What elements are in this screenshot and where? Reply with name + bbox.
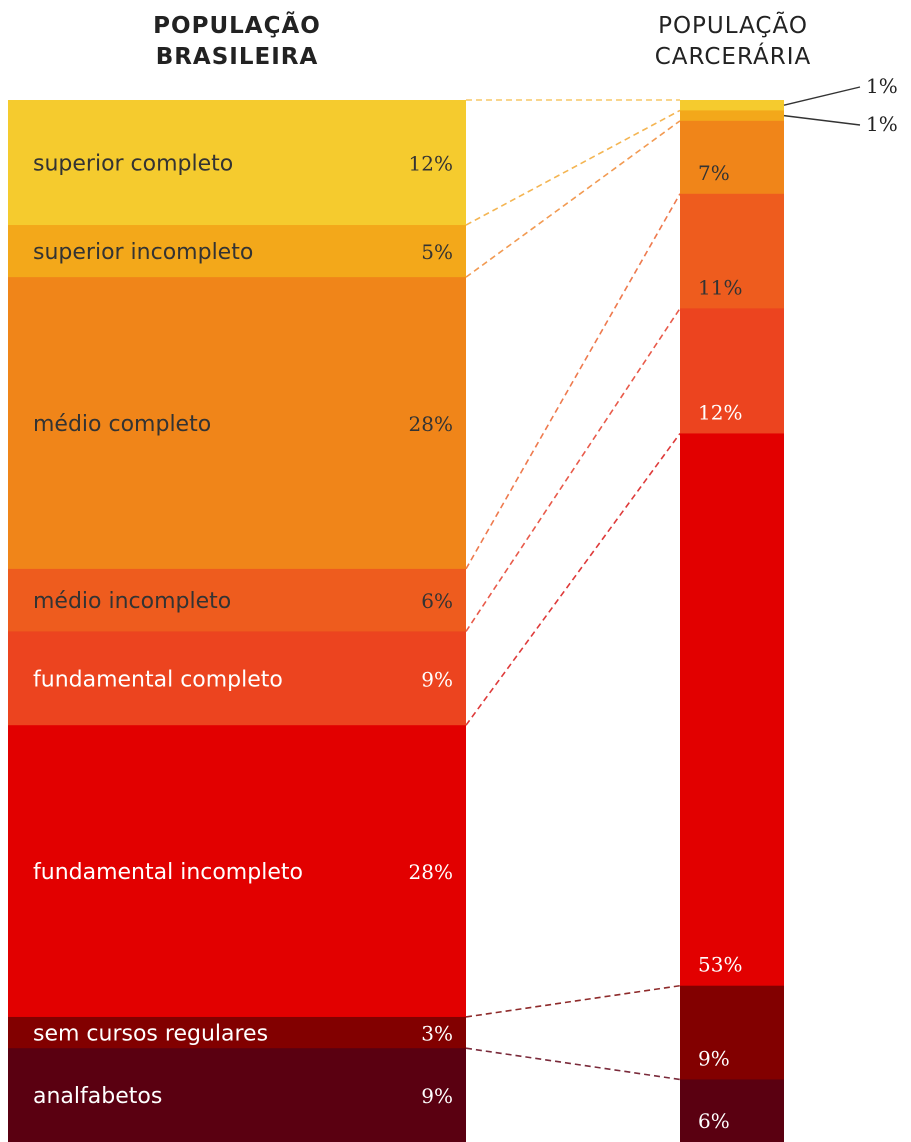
right-value-label-fundamental-completo: 12% — [698, 400, 742, 424]
category-label-sem-cursos-regulares: sem cursos regulares — [33, 1022, 268, 1047]
right-segment-medio-incompleto — [680, 193, 784, 309]
connector-line-7 — [465, 1047, 681, 1081]
right-column-title-line-2: CARCERÁRIA — [655, 42, 812, 70]
right-segment-sem-cursos-regulares — [680, 985, 784, 1080]
connector-line-2 — [465, 120, 681, 278]
right-value-label-fundamental-incompleto: 53% — [698, 953, 742, 977]
connector-line-1 — [465, 109, 681, 226]
right-segment-medio-completo — [680, 120, 784, 195]
left-segment-analfabetos — [8, 1048, 466, 1142]
right-value-label-medio-completo: 7% — [698, 161, 730, 185]
left-column-title-line-2: BRASILEIRA — [156, 44, 319, 70]
left-value-label-medio-incompleto: 6% — [421, 589, 453, 613]
segment-labels: superior completo 12% superior incompleto 5… — [33, 74, 898, 1133]
left-segment-medio-incompleto — [8, 568, 466, 632]
column-titles: POPULAÇÃO BRASILEIRA POPULAÇÃO CARCERÁRI… — [153, 11, 812, 70]
callout-line-superior-completo — [783, 86, 861, 106]
category-label-superior-completo: superior completo — [33, 152, 233, 177]
callout-line-superior-incompleto — [783, 114, 861, 126]
right-stacked-bar — [680, 100, 784, 1142]
left-value-label-sem-cursos-regulares: 3% — [421, 1022, 453, 1046]
left-segment-superior-completo — [8, 100, 466, 226]
left-value-label-fundamental-completo: 9% — [421, 667, 453, 691]
right-value-label-superior-completo: 1% — [866, 74, 898, 98]
left-value-label-superior-completo: 12% — [409, 152, 453, 176]
right-column-title-line-1: POPULAÇÃO — [658, 11, 808, 39]
category-label-medio-completo: médio completo — [33, 412, 211, 437]
left-segment-medio-completo — [8, 277, 466, 570]
connector-lines — [465, 99, 681, 1081]
left-segment-superior-incompleto — [8, 225, 466, 278]
left-value-label-superior-incompleto: 5% — [421, 240, 453, 264]
connector-line-3 — [465, 193, 681, 570]
connector-line-4 — [465, 307, 681, 632]
left-value-label-fundamental-incompleto: 28% — [409, 860, 453, 884]
left-stacked-bar — [8, 100, 466, 1142]
left-column-title-line-1: POPULAÇÃO — [153, 11, 321, 39]
category-label-superior-incompleto: superior incompleto — [33, 240, 253, 265]
category-label-analfabetos: analfabetos — [33, 1084, 162, 1109]
right-segment-fundamental-incompleto — [680, 433, 784, 987]
right-segment-superior-incompleto — [680, 110, 784, 122]
left-value-label-medio-completo: 28% — [409, 412, 453, 436]
category-label-medio-incompleto: médio incompleto — [33, 589, 231, 614]
right-segment-superior-completo — [680, 100, 784, 111]
category-label-fundamental-incompleto: fundamental incompleto — [33, 860, 303, 885]
connector-line-5 — [465, 432, 681, 726]
right-value-label-superior-incompleto: 1% — [866, 112, 898, 136]
right-segment-fundamental-completo — [680, 308, 784, 434]
right-value-label-medio-incompleto: 11% — [698, 275, 742, 299]
connector-line-6 — [465, 984, 681, 1018]
category-label-fundamental-completo: fundamental completo — [33, 667, 283, 692]
right-segment-analfabetos — [680, 1079, 784, 1142]
left-value-label-analfabetos: 9% — [421, 1084, 453, 1108]
right-value-label-sem-cursos-regulares: 9% — [698, 1046, 730, 1070]
right-value-label-analfabetos: 6% — [698, 1109, 730, 1133]
left-segment-fundamental-completo — [8, 631, 466, 726]
left-segment-sem-cursos-regulares — [8, 1016, 466, 1049]
left-segment-fundamental-incompleto — [8, 725, 466, 1018]
